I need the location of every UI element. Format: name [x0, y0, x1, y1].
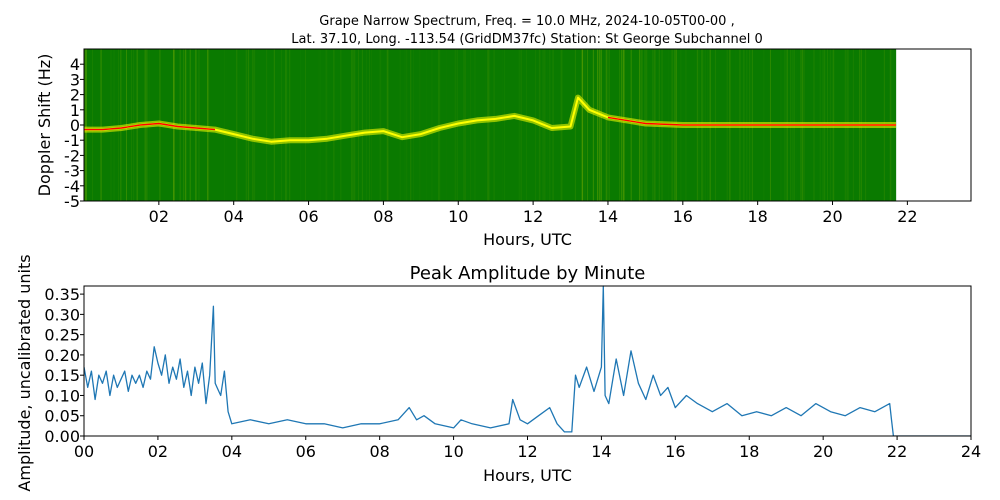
spectrogram-x-tick-label: 20 — [822, 207, 842, 226]
amplitude-x-tick-label: 06 — [296, 442, 316, 461]
doppler-trace-core — [84, 122, 216, 131]
doppler-trace-core — [607, 116, 897, 126]
figure-title-line2: Lat. 37.10, Long. -113.54 (GridDM37fc) S… — [291, 32, 762, 47]
amplitude-y-tick-label: 0.00 — [44, 427, 80, 446]
spectrogram-y-tick-label: 1 — [70, 101, 80, 120]
amplitude-x-axis-label: Hours, UTC — [483, 466, 572, 485]
amplitude-x-tick-label: 14 — [591, 442, 611, 461]
spectrogram-x-tick-label: 04 — [224, 207, 244, 226]
spectrogram-y-tick-label: 0 — [70, 116, 80, 135]
amplitude-x-tick-label: 16 — [665, 442, 685, 461]
spectrogram-x-tick-label: 22 — [897, 207, 917, 226]
amplitude-x-tick-label: 12 — [517, 442, 537, 461]
amplitude-y-tick-label: 0.25 — [44, 326, 80, 345]
spectrogram-y-tick-label: 4 — [70, 55, 80, 74]
spectrogram-y-tick-label: 2 — [70, 86, 80, 105]
amplitude-y-tick-label: 0.05 — [44, 407, 80, 426]
amplitude-y-tick-label: 0.15 — [44, 366, 80, 385]
spectrogram-x-tick-label: 12 — [523, 207, 543, 226]
spectrogram-x-ticks: 02 04 06 08 10 12 14 16 18 20 22 — [149, 201, 918, 226]
amplitude-x-tick-label: 00 — [74, 442, 94, 461]
spectrogram-x-tick-label: 02 — [149, 207, 169, 226]
amplitude-x-tick-label: 10 — [443, 442, 463, 461]
amplitude-y-tick-label: 0.30 — [44, 305, 80, 324]
amplitude-line — [84, 285, 971, 436]
spectrogram-x-tick-label: 08 — [373, 207, 393, 226]
spectrogram-y-tick-label: -4 — [64, 177, 80, 196]
amplitude-chart-title: Peak Amplitude by Minute — [410, 263, 646, 284]
spectrogram-x-tick-label: 16 — [673, 207, 693, 226]
doppler-trace — [84, 94, 897, 145]
amplitude-x-tick-label: 20 — [813, 442, 833, 461]
amplitude-x-tick-label: 22 — [887, 442, 907, 461]
amplitude-x-ticks: 00 02 04 06 08 10 12 14 16 18 20 22 24 — [74, 436, 981, 461]
figure-title-line1: Grape Narrow Spectrum, Freq. = 10.0 MHz,… — [319, 14, 734, 29]
amplitude-x-tick-label: 08 — [369, 442, 389, 461]
amplitude-series — [84, 285, 971, 436]
amplitude-x-tick-label: 24 — [961, 442, 981, 461]
amplitude-x-tick-label: 02 — [148, 442, 168, 461]
amplitude-x-tick-label: 18 — [739, 442, 759, 461]
spectrogram-y-tick-label: -5 — [64, 192, 80, 211]
amplitude-y-tick-label: 0.35 — [44, 285, 80, 304]
spectrogram-x-tick-label: 14 — [598, 207, 618, 226]
spectrogram-y-tick-label: -1 — [64, 131, 80, 150]
spectrogram-y-tick-label: -2 — [64, 146, 80, 165]
amplitude-x-tick-label: 04 — [222, 442, 242, 461]
spectrogram-y-tick-label: -3 — [64, 162, 80, 181]
spectrogram-y-tick-label: 3 — [70, 70, 80, 89]
spectrogram-x-tick-label: 18 — [747, 207, 767, 226]
amplitude-y-axis-label: Amplitude, uncalibrated units — [15, 254, 34, 491]
spectrogram-x-tick-label: 06 — [298, 207, 318, 226]
spectrogram-x-tick-label: 10 — [448, 207, 468, 226]
spectrogram-y-axis-label: Doppler Shift (Hz) — [35, 54, 54, 197]
amplitude-y-tick-label: 0.10 — [44, 386, 80, 405]
amplitude-panel: Peak Amplitude by Minute 00 02 04 06 08 10 12 1… — [15, 254, 981, 491]
amplitude-y-ticks: 0.000.05 0.100.150.200.25 0.300.35 — [44, 285, 84, 446]
amplitude-y-tick-label: 0.20 — [44, 346, 80, 365]
spectrogram-x-axis-label: Hours, UTC — [483, 230, 572, 249]
